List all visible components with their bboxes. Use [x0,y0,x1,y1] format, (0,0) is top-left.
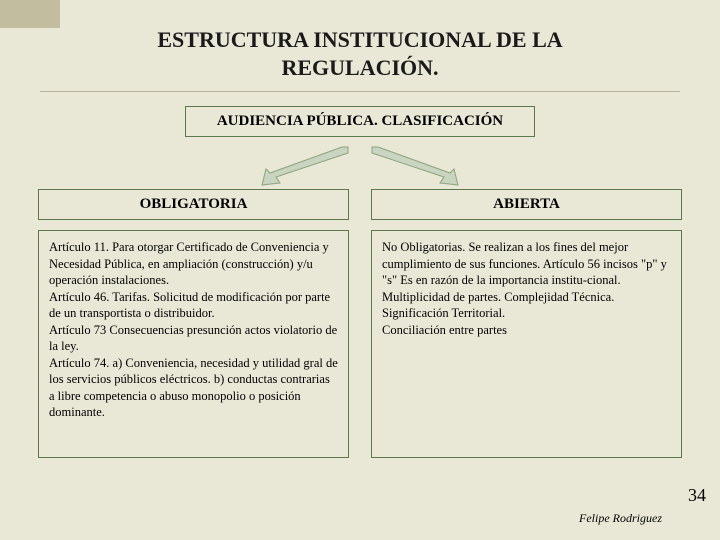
right-column-body: No Obligatorias. Se realizan a los fines… [371,230,682,458]
footer-author: Felipe Rodriguez [579,511,662,526]
corner-tab [0,0,60,28]
left-body-text: Artículo 11. Para otorgar Certificado de… [49,240,338,419]
left-column: OBLIGATORIA Artículo 11. Para otorgar Ce… [38,189,349,458]
right-column-header: ABIERTA [371,189,682,220]
page-number: 34 [688,485,706,506]
left-header-text: OBLIGATORIA [140,196,248,212]
title-line-2: REGULACIÓN. [281,55,438,80]
branching-arrows [0,143,720,187]
right-header-text: ABIERTA [493,196,560,212]
page-title: ESTRUCTURA INSTITUCIONAL DE LA REGULACIÓ… [0,0,720,81]
title-line-1: ESTRUCTURA INSTITUCIONAL DE LA [157,27,562,52]
title-divider [40,91,680,92]
left-column-header: OBLIGATORIA [38,189,349,220]
right-body-text: No Obligatorias. Se realizan a los fines… [382,240,667,337]
left-column-body: Artículo 11. Para otorgar Certificado de… [38,230,349,458]
classification-header-text: AUDIENCIA PÚBLICA. CLASIFICACIÓN [217,113,503,129]
right-column: ABIERTA No Obligatorias. Se realizan a l… [371,189,682,458]
columns-container: OBLIGATORIA Artículo 11. Para otorgar Ce… [0,189,720,458]
classification-header-box: AUDIENCIA PÚBLICA. CLASIFICACIÓN [185,106,535,137]
